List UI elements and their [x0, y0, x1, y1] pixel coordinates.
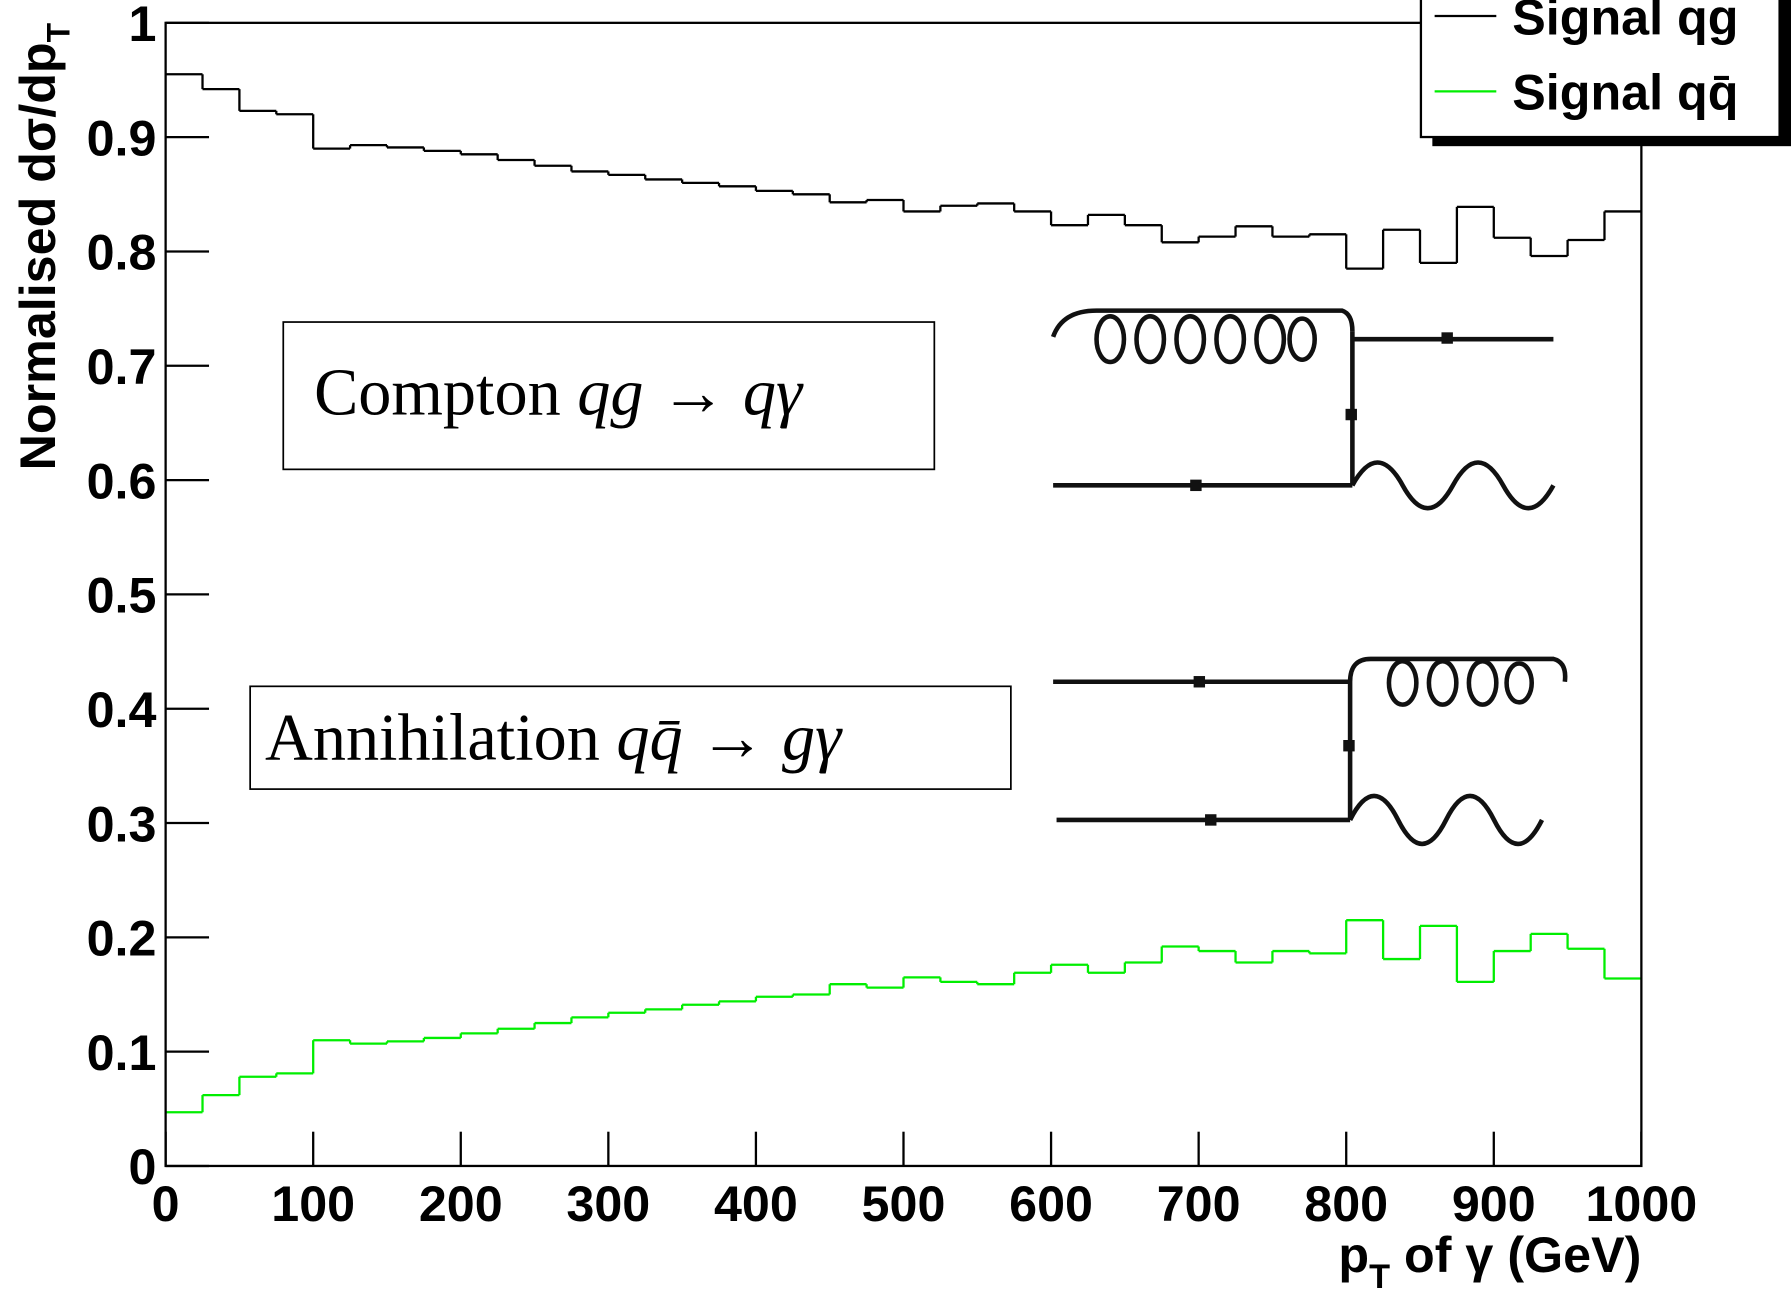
x-axis-label-sub: T — [1369, 1258, 1390, 1295]
x-tick-label: 800 — [1304, 1176, 1388, 1232]
plot-frame — [164, 21, 1643, 1168]
annotation: Annihilation qq̄ → gγ — [265, 701, 843, 774]
y-tick-label: 0.5 — [87, 568, 157, 624]
annotation-box — [249, 685, 1012, 790]
y-tick-label: 0 — [129, 1139, 157, 1195]
y-tick-label: 1 — [129, 0, 157, 52]
x-tick-label: 200 — [419, 1176, 503, 1232]
x-tick-label: 700 — [1157, 1176, 1241, 1232]
plot-area — [164, 21, 1643, 1168]
x-axis-label-part: of γ (GeV) — [1390, 1227, 1641, 1283]
legend-box — [1419, 0, 1781, 139]
x-tick-label: 600 — [1009, 1176, 1093, 1232]
legend-label: Signal qq̄ — [1512, 65, 1738, 121]
histogram-series — [165, 73, 1642, 270]
legend: Signal qg Signal qq̄ — [1419, 0, 1791, 147]
x-tick-label: 900 — [1452, 1176, 1536, 1232]
y-tick-label: 0.1 — [87, 1025, 157, 1081]
feynman-compton — [1050, 308, 1556, 511]
annotation-label: Compton — [314, 357, 561, 430]
histogram-series — [165, 919, 1642, 1114]
x-axis-label: pT of γ (GeV) — [1338, 1227, 1641, 1295]
x-axis-label-part: p — [1338, 1227, 1369, 1283]
x-tick-label: 500 — [862, 1176, 946, 1232]
y-tick-label: 0.6 — [87, 453, 157, 509]
feynman-annihilation — [1053, 656, 1568, 847]
annotation-formula: qq̄ → gγ — [616, 701, 843, 774]
y-tick-label: 0.8 — [87, 225, 157, 281]
y-tick-label: 0.9 — [87, 110, 157, 166]
x-tick-label: 0 — [152, 1176, 180, 1232]
y-axis-label-part: Normalised dσ/dp — [10, 42, 66, 470]
annotation-formula: qg → qγ — [577, 357, 804, 430]
y-tick-label: 0.2 — [87, 911, 157, 967]
annotation-label: Annihilation — [265, 701, 600, 774]
annotation-box — [282, 321, 936, 471]
y-axis-label: Normalised dσ/dpT — [10, 22, 77, 470]
y-tick-label: 0.7 — [87, 339, 157, 395]
legend-label: Signal qg — [1512, 0, 1738, 45]
x-tick-label: 300 — [566, 1176, 650, 1232]
y-tick-label: 0.3 — [87, 796, 157, 852]
y-tick-label: 0.4 — [87, 682, 157, 738]
annotation: Compton qg → qγ — [314, 357, 804, 430]
x-tick-label: 100 — [271, 1176, 355, 1232]
x-tick-label: 1000 — [1585, 1176, 1697, 1232]
x-tick-label: 400 — [714, 1176, 798, 1232]
y-axis-label-sub: T — [41, 22, 77, 42]
